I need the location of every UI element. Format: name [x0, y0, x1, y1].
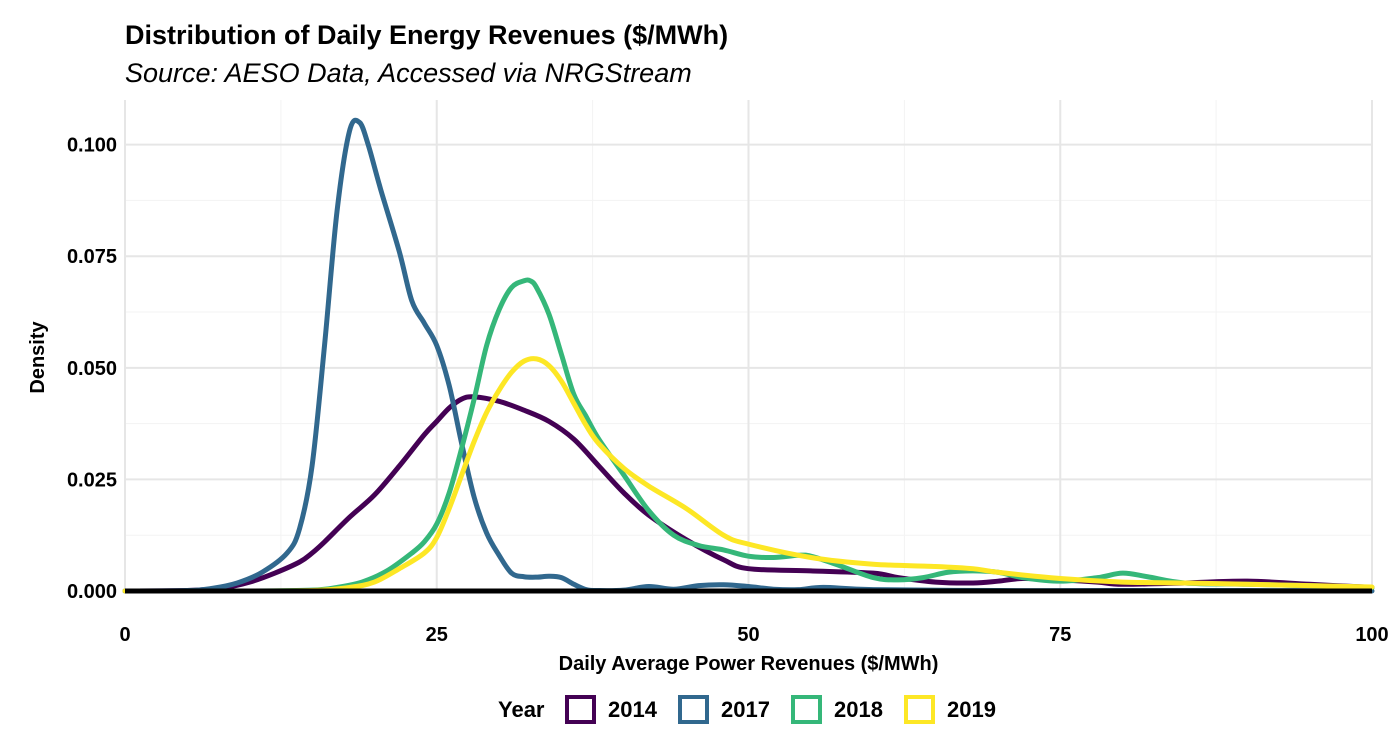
y-tick-label: 0.000 [67, 581, 117, 603]
legend-label-2017: 2017 [721, 697, 770, 722]
legend-items: 2014 2017 2018 2019 [565, 695, 996, 724]
legend-label-2018: 2018 [834, 697, 883, 722]
legend-key-2014 [565, 695, 596, 724]
legend: Year 2014 2017 2018 2019 [498, 695, 996, 724]
legend-label-2019: 2019 [947, 697, 996, 722]
y-axis-title: Density [27, 321, 49, 394]
gridlines [124, 100, 1373, 592]
x-tick-label: 25 [426, 624, 448, 646]
y-tick-label: 0.075 [67, 246, 117, 268]
y-tick-label: 0.025 [67, 469, 117, 491]
x-tick-label: 50 [737, 624, 759, 646]
x-tick-label: 0 [119, 624, 130, 646]
legend-key-2019 [904, 695, 935, 724]
x-tick-labels: 0 25 50 75 100 [119, 624, 1388, 646]
y-tick-labels: 0.000 0.025 0.050 0.075 0.100 [67, 135, 117, 603]
series-lines [122, 117, 1375, 594]
chart-subtitle: Source: AESO Data, Accessed via NRGStrea… [125, 58, 692, 88]
x-axis-title: Daily Average Power Revenues ($/MWh) [559, 653, 939, 675]
x-tick-label: 75 [1049, 624, 1071, 646]
legend-key-2017 [678, 695, 709, 724]
y-tick-label: 0.100 [67, 135, 117, 157]
series-line-2018 [122, 277, 1375, 594]
chart-title: Distribution of Daily Energy Revenues ($… [125, 20, 729, 50]
series-line-2019 [122, 356, 1375, 594]
legend-label-2014: 2014 [608, 697, 658, 722]
y-tick-label: 0.050 [67, 358, 117, 380]
x-tick-label: 100 [1355, 624, 1388, 646]
legend-title: Year [498, 697, 545, 722]
legend-key-2018 [791, 695, 822, 724]
